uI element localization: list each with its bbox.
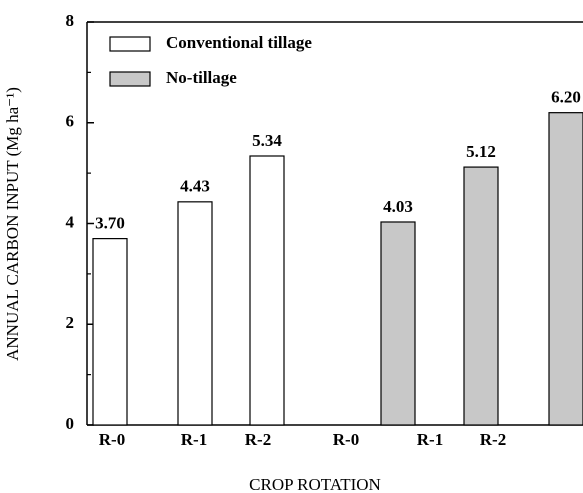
x-tick-label: R-2 bbox=[245, 430, 271, 449]
legend-label: Conventional tillage bbox=[166, 33, 312, 52]
y-axis-label: ANNUAL CARBON INPUT (Mg ha⁻¹) bbox=[3, 87, 22, 361]
x-tick-label: R-2 bbox=[480, 430, 506, 449]
bar bbox=[249, 155, 285, 426]
y-tick-label: 8 bbox=[66, 11, 75, 30]
legend-swatch bbox=[109, 36, 151, 52]
x-tick-label: R-1 bbox=[181, 430, 207, 449]
bar bbox=[92, 238, 128, 426]
bar bbox=[463, 166, 499, 426]
x-tick-label: R-1 bbox=[417, 430, 443, 449]
data-label: 3.70 bbox=[95, 214, 125, 233]
data-label: 4.43 bbox=[180, 177, 210, 196]
data-label: 4.03 bbox=[383, 197, 413, 216]
x-axis-label: CROP ROTATION bbox=[249, 475, 381, 493]
y-tick-label: 2 bbox=[66, 313, 75, 332]
x-tick-label: R-0 bbox=[333, 430, 359, 449]
legend-swatch bbox=[109, 71, 151, 87]
data-label: 5.12 bbox=[466, 142, 496, 161]
bar bbox=[380, 221, 416, 426]
data-label: 5.34 bbox=[252, 131, 282, 150]
bar bbox=[548, 112, 583, 426]
y-tick-label: 0 bbox=[66, 414, 75, 433]
x-tick-label: R-0 bbox=[99, 430, 125, 449]
legend-label: No-tillage bbox=[166, 68, 237, 87]
data-label: 6.20 bbox=[551, 88, 581, 107]
y-tick-label: 4 bbox=[66, 212, 75, 231]
bar bbox=[177, 201, 213, 426]
y-tick-label: 6 bbox=[66, 112, 75, 131]
